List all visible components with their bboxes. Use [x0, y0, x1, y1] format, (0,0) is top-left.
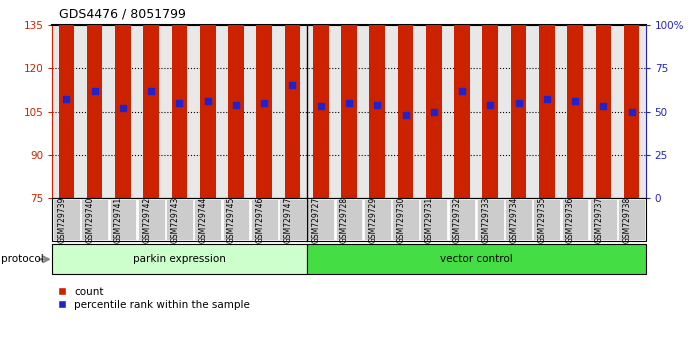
- Text: GSM729730: GSM729730: [396, 196, 406, 243]
- Bar: [115, 0, 131, 198]
- Bar: [172, 0, 187, 198]
- Bar: [624, 0, 639, 198]
- Point: [174, 100, 185, 105]
- Text: GSM729746: GSM729746: [255, 196, 265, 243]
- Text: GSM729742: GSM729742: [142, 196, 151, 242]
- Text: GSM729731: GSM729731: [425, 196, 433, 242]
- Point: [626, 109, 637, 114]
- Point: [343, 100, 355, 105]
- Text: GSM729727: GSM729727: [312, 196, 321, 242]
- Text: GSM729745: GSM729745: [227, 196, 236, 243]
- Point: [117, 105, 128, 111]
- Text: GSM729735: GSM729735: [537, 196, 547, 243]
- Point: [456, 88, 468, 93]
- Bar: [539, 0, 554, 198]
- Bar: [426, 0, 442, 198]
- Bar: [200, 0, 216, 198]
- Text: GSM729732: GSM729732: [453, 196, 462, 242]
- Bar: [369, 0, 385, 198]
- Point: [287, 82, 298, 88]
- Bar: [144, 0, 159, 198]
- Bar: [567, 0, 583, 198]
- Text: GSM729743: GSM729743: [170, 196, 179, 243]
- Point: [146, 88, 157, 93]
- Point: [315, 103, 327, 109]
- Text: parkin expression: parkin expression: [133, 254, 226, 264]
- Text: GSM729738: GSM729738: [623, 196, 632, 242]
- Text: vector control: vector control: [440, 254, 512, 264]
- Text: GSM729736: GSM729736: [566, 196, 575, 243]
- Text: GDS4476 / 8051799: GDS4476 / 8051799: [59, 7, 186, 20]
- Bar: [228, 0, 244, 198]
- Bar: [482, 0, 498, 198]
- Point: [202, 98, 214, 104]
- Text: GSM729737: GSM729737: [594, 196, 603, 243]
- Point: [484, 102, 496, 107]
- Text: GSM729734: GSM729734: [510, 196, 519, 243]
- Bar: [285, 0, 300, 198]
- Point: [570, 98, 581, 104]
- Point: [428, 109, 439, 114]
- Text: GSM729728: GSM729728: [340, 196, 349, 242]
- Bar: [398, 0, 413, 198]
- Text: GSM729739: GSM729739: [57, 196, 66, 243]
- Legend: count, percentile rank within the sample: count, percentile rank within the sample: [57, 287, 250, 310]
- Point: [371, 102, 383, 107]
- Bar: [59, 0, 74, 198]
- Point: [597, 103, 609, 109]
- Point: [541, 97, 552, 102]
- Point: [230, 102, 242, 107]
- Point: [259, 100, 270, 105]
- Point: [89, 88, 101, 93]
- Text: GSM729741: GSM729741: [114, 196, 123, 242]
- Text: GSM729747: GSM729747: [283, 196, 292, 243]
- Bar: [511, 0, 526, 198]
- Bar: [595, 0, 611, 198]
- Bar: [313, 0, 329, 198]
- Text: GSM729729: GSM729729: [369, 196, 377, 242]
- Text: GSM729740: GSM729740: [86, 196, 95, 243]
- Point: [513, 100, 524, 105]
- Point: [61, 97, 72, 102]
- Text: protocol: protocol: [1, 254, 43, 264]
- Bar: [341, 0, 357, 198]
- Text: GSM729744: GSM729744: [199, 196, 208, 243]
- Text: GSM729733: GSM729733: [481, 196, 490, 243]
- Bar: [87, 0, 103, 198]
- Bar: [454, 0, 470, 198]
- Bar: [256, 0, 272, 198]
- Point: [400, 112, 411, 118]
